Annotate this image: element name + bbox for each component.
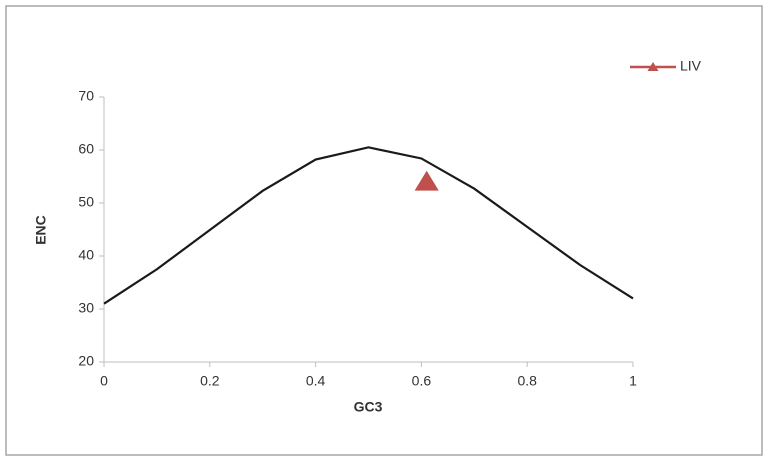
x-axis-label: GC3 <box>354 399 383 415</box>
y-tick-label: 30 <box>78 300 94 316</box>
legend-marker <box>647 62 659 71</box>
chart-border <box>5 5 763 456</box>
x-tick-label: 0.2 <box>200 373 220 389</box>
line <box>103 146 634 305</box>
y-tick-label: 40 <box>78 247 94 263</box>
x-tick-label: 0 <box>100 373 108 389</box>
x-tick-label: 0.4 <box>306 373 326 389</box>
y-tick-label: 60 <box>78 141 94 157</box>
y-tick-label: 50 <box>78 194 94 210</box>
point <box>414 170 439 191</box>
x-tick-label: 0.8 <box>517 373 537 389</box>
x-tick-label: 0.6 <box>412 373 432 389</box>
y-tick-label: 70 <box>78 88 94 104</box>
legend-label: LIV <box>680 58 702 74</box>
y-axis-label: ENC <box>33 215 49 245</box>
y-tick-label: 20 <box>78 353 94 369</box>
x-tick-label: 1 <box>629 373 637 389</box>
